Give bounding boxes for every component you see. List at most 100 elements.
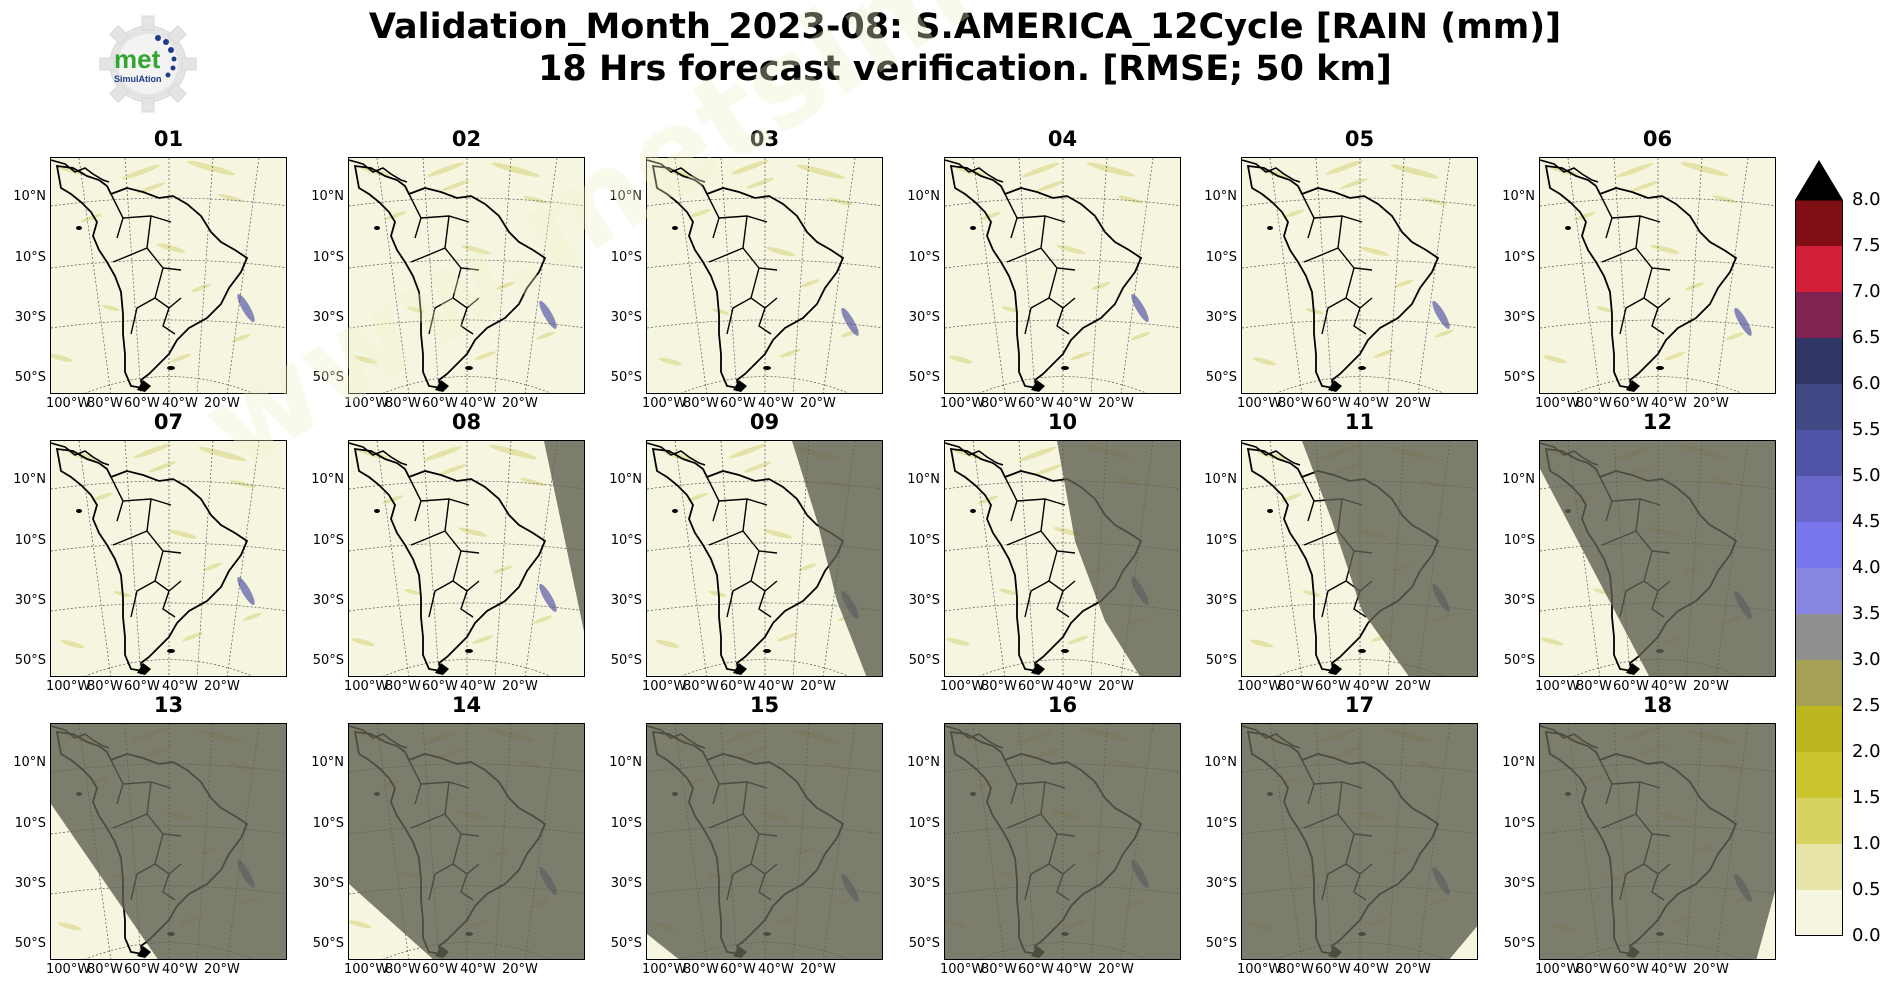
rain-streak <box>181 632 203 642</box>
tierra-del-fuego <box>1031 663 1045 675</box>
rain-streak <box>404 589 422 596</box>
colorbar-segment <box>1795 890 1843 936</box>
tierra-del-fuego <box>137 380 151 392</box>
galapagos-islands <box>1267 509 1273 513</box>
shaded-region <box>349 724 584 959</box>
latitude-line <box>349 542 584 552</box>
panel-title-12: 12 <box>1642 410 1673 434</box>
colorbar-segment <box>1795 246 1843 292</box>
shaded-region <box>647 724 882 959</box>
longitude-line <box>196 441 214 676</box>
lat-tick-label: 30°S <box>908 593 940 608</box>
lon-tick-label: 60°W <box>1315 679 1351 694</box>
lon-tick-label: 20°W <box>502 962 538 977</box>
country-borders <box>1599 193 1671 335</box>
panel-title-16: 16 <box>1047 693 1078 717</box>
lon-tick-label: 40°W <box>460 962 496 977</box>
rain-streak <box>656 639 680 648</box>
central-america-outline <box>51 442 110 466</box>
country-borders <box>1301 193 1373 335</box>
longitude-line <box>376 441 410 676</box>
lon-tick-label: 20°W <box>502 679 538 694</box>
lon-tick-label: 100°W <box>642 679 687 694</box>
colorbar-tick-label: 3.0 <box>1852 649 1881 670</box>
rain-streak <box>351 638 375 646</box>
south-america-outline <box>55 447 249 673</box>
rain-streak <box>170 353 192 363</box>
lat-tick-label: 30°S <box>14 310 46 325</box>
longitude-line <box>1417 158 1451 393</box>
longitude-line <box>1613 441 1631 676</box>
colorbar-frame <box>1795 199 1843 936</box>
lon-tick-label: 20°W <box>1395 962 1431 977</box>
logo: met SimulAtion <box>96 12 200 116</box>
rain-streak <box>91 492 113 502</box>
lon-tick-label: 40°W <box>1651 396 1687 411</box>
rain-streak <box>1118 195 1144 204</box>
shaded-region <box>1540 724 1775 959</box>
lon-tick-label: 40°W <box>1353 396 1389 411</box>
rain-streak <box>60 640 85 649</box>
lat-tick-label: 10°N <box>609 755 642 770</box>
rain-streak <box>1712 195 1738 204</box>
lon-tick-label: 40°W <box>162 962 198 977</box>
panel-title-02: 02 <box>451 127 482 151</box>
lon-tick-label: 20°W <box>1098 396 1134 411</box>
rain-streak <box>349 920 372 929</box>
rain-streak <box>533 615 553 624</box>
lat-tick-label: 10°S <box>14 533 46 548</box>
rain-streak <box>1540 637 1564 646</box>
rain-streak <box>438 464 467 476</box>
lon-tick-label: 60°W <box>1613 396 1649 411</box>
lon-tick-label: 80°W <box>87 679 123 694</box>
central-america-outline <box>1540 159 1599 183</box>
shaded-region <box>1057 441 1180 676</box>
colorbar-segment <box>1795 706 1843 752</box>
rain-streak <box>536 331 555 340</box>
rain-streak <box>198 447 247 462</box>
tierra-del-fuego <box>137 946 151 958</box>
falkland-islands <box>465 649 473 653</box>
lon-tick-label: 60°W <box>1018 396 1054 411</box>
colorbar-tick-label: 1.5 <box>1852 787 1881 808</box>
rain-streak <box>218 194 244 202</box>
central-america-outline <box>647 159 706 183</box>
lat-tick-label: 10°N <box>13 755 46 770</box>
graticule <box>349 441 584 676</box>
panel-title-15: 15 <box>749 693 780 717</box>
lat-tick-label: 50°S <box>14 370 46 385</box>
colorbar-tick-label: 0.0 <box>1852 925 1881 946</box>
lat-tick-label: 50°S <box>1205 653 1237 668</box>
rain-streak <box>766 247 796 257</box>
lat-tick-label: 50°S <box>908 370 940 385</box>
lon-tick-label: 80°W <box>683 396 719 411</box>
lat-tick-label: 50°S <box>312 370 344 385</box>
rain-streak <box>731 159 769 175</box>
latitude-line <box>51 319 286 329</box>
rain-streak <box>1250 639 1274 648</box>
lon-tick-label: 100°W <box>1535 396 1580 411</box>
lat-tick-label: 50°S <box>610 370 642 385</box>
map-svg-18 <box>1540 724 1775 959</box>
map-svg-03 <box>647 158 882 393</box>
map-svg-09 <box>647 441 882 676</box>
lat-tick-label: 10°N <box>1502 472 1535 487</box>
colorbar-segment <box>1795 522 1843 568</box>
lat-tick-label: 30°S <box>610 876 642 891</box>
graticule <box>647 158 882 393</box>
latitude-line <box>1540 319 1775 329</box>
figure-title: Validation_Month_2023-08: S.AMERICA_12Cy… <box>250 6 1680 90</box>
lat-tick-label: 10°S <box>610 816 642 831</box>
tierra-del-fuego <box>1626 663 1640 675</box>
lat-tick-label: 10°N <box>311 755 344 770</box>
lon-tick-label: 60°W <box>1018 679 1054 694</box>
lon-tick-label: 20°W <box>800 396 836 411</box>
rain-streak <box>796 164 845 179</box>
lon-tick-label: 80°W <box>385 679 421 694</box>
map-panel-05 <box>1241 157 1478 394</box>
longitude-line <box>1315 158 1333 393</box>
map-svg-04 <box>945 158 1180 393</box>
longitude-line <box>226 158 260 393</box>
latitude-line <box>945 319 1180 329</box>
rain-streak <box>202 562 222 571</box>
